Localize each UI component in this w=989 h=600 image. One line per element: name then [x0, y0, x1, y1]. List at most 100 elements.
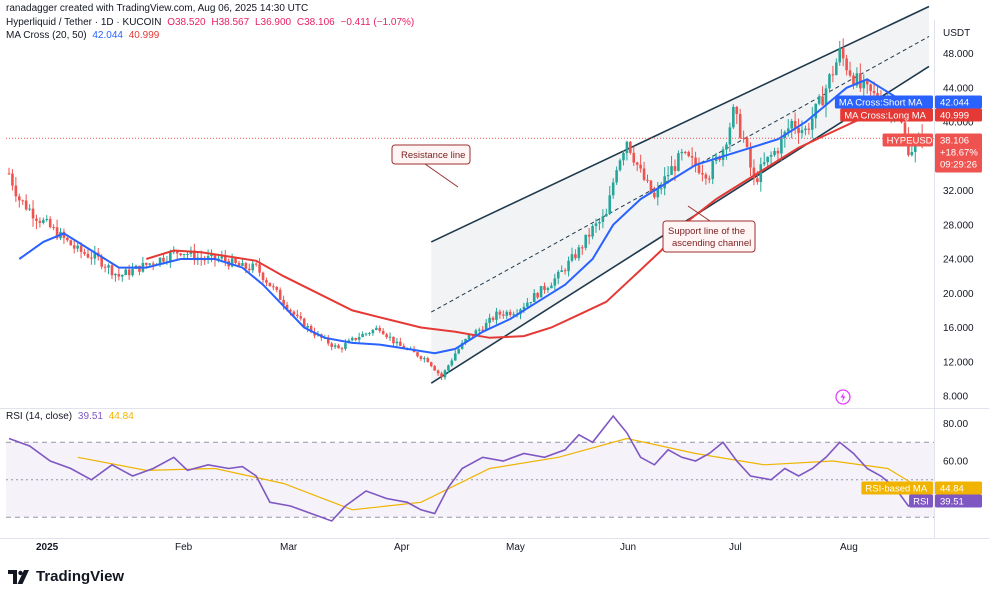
- candle: [804, 125, 807, 136]
- candle: [368, 331, 371, 336]
- candle: [563, 268, 567, 275]
- candle: [591, 224, 594, 240]
- candle: [841, 38, 845, 67]
- candle-body: [601, 216, 605, 222]
- candle-body: [296, 314, 299, 317]
- candle: [817, 94, 821, 106]
- candle-body: [464, 338, 467, 343]
- candle: [179, 252, 182, 257]
- candle: [326, 335, 330, 346]
- candle-body: [385, 334, 388, 338]
- candle-body: [309, 325, 313, 332]
- tradingview-logo[interactable]: TradingView: [8, 568, 124, 585]
- candle-body: [738, 113, 742, 138]
- candle-body: [48, 218, 52, 228]
- candle-body: [31, 208, 35, 219]
- candle: [587, 228, 591, 245]
- candle: [278, 287, 282, 301]
- rsi-ma-value: 44.84: [108, 411, 134, 422]
- candle: [680, 148, 684, 161]
- candle-body: [560, 270, 563, 272]
- candle-body: [625, 141, 629, 154]
- candle: [502, 310, 505, 319]
- candle-body: [447, 365, 450, 371]
- candle: [567, 256, 570, 277]
- candle-body: [175, 251, 179, 254]
- candle-body: [278, 289, 282, 300]
- candle-body: [526, 302, 529, 307]
- candle: [381, 328, 385, 335]
- candle-body: [810, 118, 814, 130]
- candle: [419, 355, 423, 361]
- candle-body: [42, 219, 45, 223]
- candle-body: [100, 256, 103, 267]
- candle-body: [285, 304, 289, 310]
- candle-body: [543, 286, 546, 290]
- candle-body: [169, 252, 172, 262]
- candle: [659, 181, 663, 195]
- candle: [296, 309, 299, 319]
- candle-body: [69, 240, 73, 246]
- candle-body: [453, 353, 457, 361]
- candle: [385, 332, 388, 339]
- candle: [766, 156, 769, 166]
- candle-body: [392, 336, 395, 344]
- candle: [268, 282, 272, 287]
- candle-body: [381, 330, 385, 335]
- long-ma-line: [146, 109, 916, 339]
- candle: [611, 178, 615, 199]
- candle-body: [213, 254, 217, 260]
- candle-body: [769, 155, 773, 157]
- candle-body: [855, 73, 859, 86]
- candle: [206, 249, 210, 264]
- candle: [580, 244, 584, 255]
- candle: [670, 155, 673, 175]
- resistance-annotation-text: Resistance line: [401, 150, 465, 161]
- rsi-band: [6, 442, 934, 518]
- candle: [251, 259, 255, 273]
- candle: [704, 172, 708, 185]
- time-tick-label: Jul: [729, 542, 742, 553]
- rsi-value: 39.51: [77, 411, 103, 422]
- candle-body: [649, 180, 653, 193]
- candle: [632, 146, 636, 167]
- candle-body: [759, 164, 763, 183]
- candle-body: [903, 122, 907, 135]
- candle-body: [419, 356, 423, 360]
- candle-body: [749, 146, 752, 168]
- tradingview-logo-icon: [8, 569, 29, 584]
- candle: [35, 214, 38, 230]
- candle: [707, 175, 711, 184]
- rsi-label: RSI (14, close): [6, 411, 73, 422]
- candle-body: [467, 334, 471, 339]
- candle-body: [375, 327, 378, 330]
- candle-body: [683, 151, 687, 153]
- candle-body: [495, 311, 498, 320]
- candle: [241, 259, 244, 267]
- candle-body: [838, 48, 842, 63]
- ma-short-value: 42.044: [92, 30, 123, 41]
- candle-body: [574, 254, 577, 259]
- candle: [378, 325, 382, 334]
- lightning-icon[interactable]: [835, 389, 851, 405]
- candle: [814, 103, 818, 129]
- candle-body: [639, 164, 642, 169]
- price-tag-value: 38.106: [940, 135, 969, 146]
- candle: [639, 154, 642, 173]
- candle-body: [182, 253, 186, 255]
- candle-body: [186, 253, 189, 255]
- channel-midline: [430, 36, 930, 313]
- candle-body: [728, 127, 732, 145]
- candle-body: [172, 251, 176, 253]
- rsi-tag: RSI 39.51: [909, 494, 982, 508]
- candle: [653, 186, 656, 200]
- candle-body: [745, 137, 749, 147]
- candle: [532, 289, 536, 303]
- candle: [495, 307, 498, 325]
- candle: [615, 166, 618, 185]
- symbol-name: Hyperliquid / Tether · 1D · KUCOIN: [6, 17, 162, 28]
- candle: [399, 337, 402, 347]
- candle-body: [357, 337, 361, 340]
- candle-body: [230, 258, 234, 267]
